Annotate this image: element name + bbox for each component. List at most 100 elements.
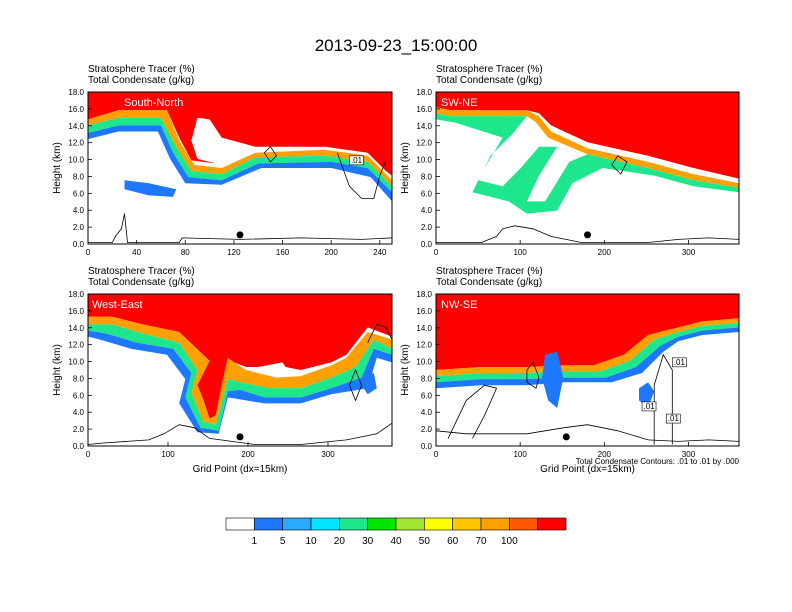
- panel-nw-se: Stratosphere Tracer (%)Total Condensate …: [400, 266, 740, 475]
- condensate-contour-1: [447, 384, 498, 439]
- y-tick-label: 4.0: [421, 408, 433, 417]
- station-marker: [584, 231, 591, 239]
- section-label: South-North: [124, 97, 183, 109]
- y-axis-label: Height (km): [52, 142, 63, 194]
- y-tick-label: 10.0: [68, 156, 84, 165]
- y-tick-label: 0.0: [421, 442, 433, 451]
- condensate-contour-0: [263, 146, 278, 163]
- contour-label-box: [665, 413, 681, 424]
- y-tick-label: 14.0: [416, 324, 432, 333]
- colorbar-label: 5: [280, 536, 286, 547]
- x-tick-label: 200: [325, 248, 339, 257]
- y-tick-label: 4.0: [73, 408, 85, 417]
- y-tick-label: 12.0: [416, 341, 432, 350]
- tracer-blob-0: [361, 373, 377, 395]
- x-tick-label: 80: [181, 248, 190, 257]
- colorbar-swatch: [254, 517, 283, 531]
- plot-frame: [87, 293, 393, 447]
- tracer-band-0: [88, 110, 392, 187]
- x-tick-label: 0: [86, 248, 91, 257]
- y-tick-label: 12.0: [68, 341, 84, 350]
- panel-title-line1: Stratosphere Tracer (%): [88, 64, 195, 75]
- contour-label-box: [641, 401, 657, 412]
- panel-title-line2: Total Condensate (g/kg): [436, 277, 542, 288]
- tracer-band-1: [436, 113, 739, 214]
- y-tick-label: 18.0: [416, 88, 432, 97]
- y-tick-label: 8.0: [421, 172, 433, 181]
- y-tick-label: 0.0: [73, 240, 85, 249]
- tracer-field-100: [88, 294, 392, 419]
- y-tick-label: 10.0: [416, 358, 432, 367]
- terrain-line: [435, 424, 740, 442]
- y-tick-label: 4.0: [73, 206, 85, 215]
- tracer-field-100: [436, 92, 739, 179]
- x-tick-label: 160: [276, 248, 290, 257]
- tracer-band-1: [88, 117, 392, 193]
- panel-south-north: Stratosphere Tracer (%)Total Condensate …: [52, 64, 393, 257]
- colorbar: 1 5 10 20 30 40 50 60 70 100: [225, 517, 567, 547]
- tracer-band-2: [436, 327, 739, 389]
- y-tick-label: 16.0: [68, 307, 84, 316]
- y-tick-label: 2.0: [421, 223, 433, 232]
- x-tick-label: 0: [434, 450, 439, 459]
- condensate-contour-0: [367, 323, 393, 343]
- y-tick-label: 4.0: [421, 206, 433, 215]
- colorbar-label: 30: [362, 536, 374, 547]
- tracer-band-0: [88, 316, 392, 425]
- colorbar-swatch: [509, 517, 538, 531]
- y-tick-label: 0.0: [73, 442, 85, 451]
- tracer-band-0: [436, 107, 739, 188]
- contour-label-box: [672, 357, 687, 368]
- tracer-blob-0: [542, 351, 564, 408]
- contour-label: .01: [644, 402, 656, 411]
- section-label: West-East: [92, 299, 143, 311]
- condensate-contour-0: [611, 155, 628, 175]
- x-tick-label: 100: [513, 450, 527, 459]
- x-axis-label: Grid Point (dx=15km): [193, 464, 288, 475]
- y-tick-label: 6.0: [421, 391, 433, 400]
- colorbar-label: 50: [419, 536, 431, 547]
- y-tick-label: 18.0: [68, 290, 84, 299]
- x-tick-label: 300: [682, 248, 696, 257]
- y-tick-label: 18.0: [68, 88, 84, 97]
- y-tick-label: 6.0: [73, 391, 85, 400]
- panel-west-east: Stratosphere Tracer (%)Total Condensate …: [52, 266, 393, 475]
- x-tick-label: 40: [132, 248, 141, 257]
- station-marker: [236, 433, 244, 441]
- y-axis-label: Height (km): [400, 142, 411, 194]
- y-tick-label: 14.0: [416, 122, 432, 131]
- y-tick-label: 8.0: [73, 172, 85, 181]
- y-tick-label: 0.0: [421, 240, 433, 249]
- y-tick-label: 10.0: [68, 358, 84, 367]
- x-tick-label: 100: [513, 248, 527, 257]
- condensate-contour-1: [349, 368, 363, 402]
- x-tick-label: 0: [434, 248, 439, 257]
- tracer-blob-1: [639, 382, 655, 408]
- colorbar-label: 60: [447, 536, 459, 547]
- colorbar-label: 70: [475, 536, 487, 547]
- y-tick-label: 2.0: [73, 223, 85, 232]
- plot-frame: [435, 293, 740, 447]
- tracer-band-1: [436, 322, 739, 383]
- y-tick-label: 2.0: [73, 425, 85, 434]
- tracer-band-1: [88, 324, 392, 431]
- tracer-band-2: [88, 125, 392, 202]
- panel-title-line1: Stratosphere Tracer (%): [436, 266, 543, 277]
- colorbar-swatch: [339, 517, 368, 531]
- y-tick-label: 8.0: [421, 374, 433, 383]
- y-axis-label: Height (km): [52, 344, 63, 396]
- x-tick-label: 240: [373, 248, 387, 257]
- y-tick-label: 16.0: [416, 105, 432, 114]
- plot-frame: [435, 91, 740, 245]
- y-tick-label: 10.0: [416, 156, 432, 165]
- x-tick-label: 100: [161, 450, 175, 459]
- panel-sw-ne: Stratosphere Tracer (%)Total Condensate …: [400, 64, 740, 257]
- y-tick-label: 18.0: [416, 290, 432, 299]
- tracer-band-2: [88, 330, 392, 434]
- contour-label-box: [349, 155, 364, 166]
- contour-label: .01: [351, 156, 363, 165]
- colorbar-swatch: [452, 517, 482, 531]
- x-axis-label: Grid Point (dx=15km): [540, 464, 635, 475]
- y-tick-label: 8.0: [73, 374, 85, 383]
- panels: Stratosphere Tracer (%)Total Condensate …: [52, 64, 740, 475]
